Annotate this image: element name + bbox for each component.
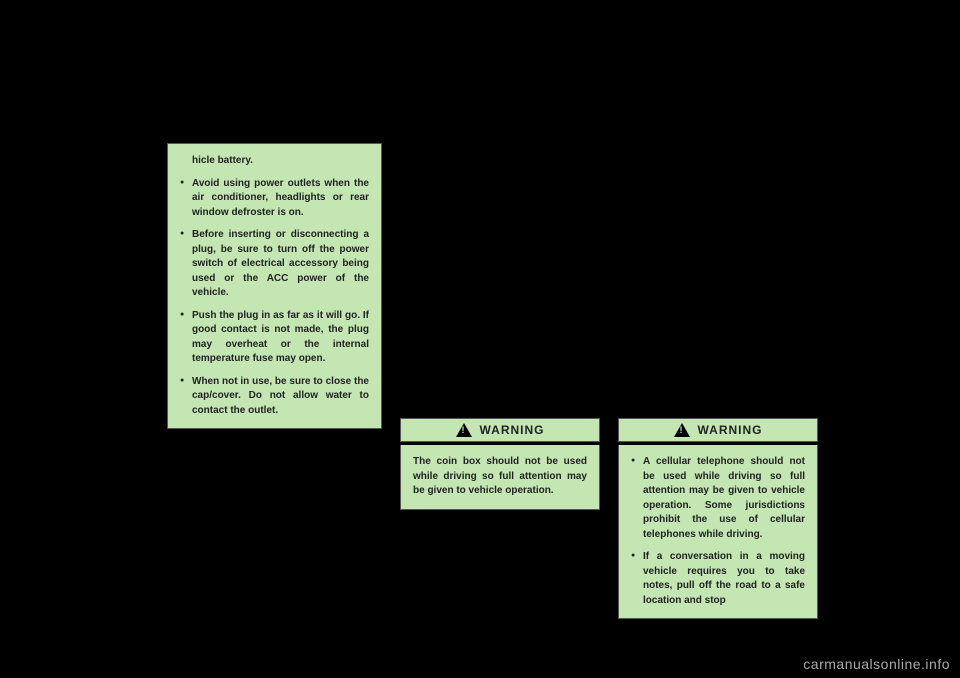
caution-item: Push the plug in as far as it will go. I…	[180, 309, 369, 367]
warning-triangle-icon	[674, 423, 690, 437]
warning-label: WARNING	[480, 423, 545, 437]
warning-box-right: A cellular telephone should not be used …	[618, 445, 818, 619]
warning-header-right: WARNING	[618, 418, 818, 442]
caution-list: Avoid using power outlets when the air c…	[180, 177, 369, 419]
caution-continuation: hicle battery.	[180, 154, 369, 169]
caution-item: Avoid using power outlets when the air c…	[180, 177, 369, 221]
warning-item: A cellular telephone should not be used …	[631, 455, 805, 542]
warning-header-middle: WARNING	[400, 418, 600, 442]
caution-item: When not in use, be sure to close the ca…	[180, 375, 369, 419]
warning-triangle-icon	[456, 423, 472, 437]
warning-label: WARNING	[698, 423, 763, 437]
warning-text: The coin box should not be used while dr…	[413, 455, 587, 499]
warning-box-middle: The coin box should not be used while dr…	[400, 445, 600, 510]
warning-list: A cellular telephone should not be used …	[631, 455, 805, 608]
manual-page: hicle battery. Avoid using power outlets…	[0, 0, 960, 678]
warning-item: If a conversation in a moving vehicle re…	[631, 550, 805, 608]
caution-box-left: hicle battery. Avoid using power outlets…	[167, 143, 382, 429]
caution-item: Before inserting or disconnecting a plug…	[180, 228, 369, 301]
watermark-text: carmanualsonline.info	[803, 656, 950, 672]
